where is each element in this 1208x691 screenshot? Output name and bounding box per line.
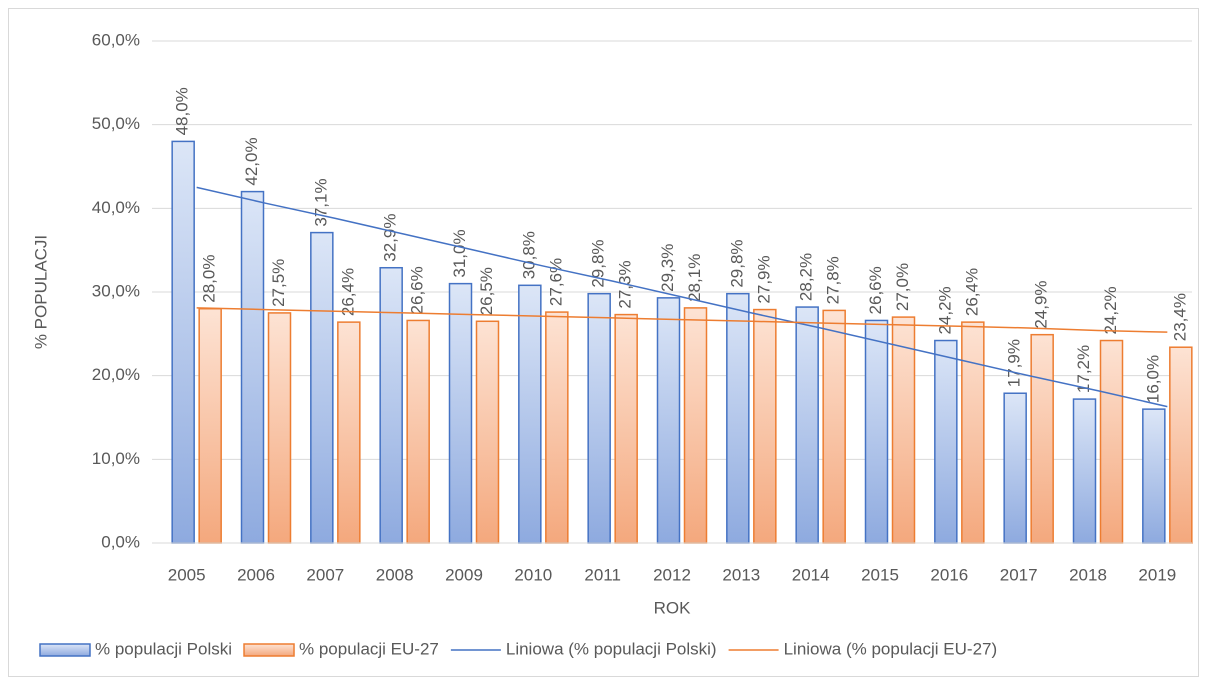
legend-swatch	[39, 643, 91, 657]
data-label: 26,6%	[866, 266, 885, 314]
bar	[795, 306, 819, 544]
x-tick-label: 2014	[792, 565, 830, 584]
data-label: 24,2%	[1101, 286, 1120, 334]
data-label: 24,2%	[935, 286, 954, 334]
bar	[545, 311, 569, 544]
y-tick-label: 10,0%	[92, 449, 140, 468]
x-tick-label: 2015	[861, 565, 899, 584]
trend-line	[196, 307, 1168, 333]
trend-line	[196, 186, 1168, 408]
bar	[240, 190, 265, 544]
bar	[448, 282, 473, 544]
bar	[726, 292, 750, 544]
x-tick-label: 2012	[653, 565, 691, 584]
x-tick-label: 2009	[445, 565, 483, 584]
data-label: 26,4%	[338, 268, 357, 316]
bar	[891, 316, 916, 544]
data-label: 29,3%	[658, 244, 677, 292]
bar	[1030, 333, 1054, 544]
x-tick-label: 2008	[376, 565, 414, 584]
legend-label: % populacji EU-27	[299, 639, 439, 658]
bar	[683, 307, 708, 544]
bar	[310, 231, 334, 544]
data-label: 27,5%	[269, 259, 288, 307]
bar	[961, 321, 985, 544]
legend-label: Liniowa (% populacji EU-27)	[784, 639, 998, 658]
x-tick-label: 2016	[930, 565, 968, 584]
y-tick-label: 20,0%	[92, 365, 140, 384]
y-axis-title: % POPULACJI	[31, 235, 50, 349]
x-tick-label: 2013	[722, 565, 760, 584]
legend-label: % populacji Polski	[95, 639, 232, 658]
bar	[406, 319, 430, 544]
data-label: 26,4%	[962, 268, 981, 316]
bar	[822, 309, 846, 544]
bar	[656, 297, 681, 544]
data-label: 17,2%	[1074, 345, 1093, 393]
x-tick-label: 2018	[1069, 565, 1107, 584]
y-tick-label: 50,0%	[92, 114, 140, 133]
y-tick-label: 40,0%	[92, 198, 140, 217]
bar	[337, 321, 361, 544]
data-label: 32,9%	[381, 214, 400, 262]
data-label: 24,9%	[1032, 280, 1051, 328]
bar	[171, 140, 195, 544]
data-label: 37,1%	[311, 178, 330, 226]
bar	[587, 292, 611, 544]
data-label: 27,6%	[546, 258, 565, 306]
bar	[267, 312, 292, 544]
x-tick-label: 2010	[514, 565, 552, 584]
data-label: 17,9%	[1005, 339, 1024, 387]
y-tick-label: 60,0%	[92, 30, 140, 49]
data-label: 16,0%	[1143, 355, 1162, 403]
y-tick-label: 0,0%	[101, 532, 140, 551]
legend-label: Liniowa (% populacji Polski)	[506, 639, 717, 658]
data-label: 26,5%	[477, 267, 496, 315]
data-label: 27,9%	[754, 255, 773, 303]
bar	[1142, 408, 1166, 544]
bar	[198, 307, 222, 544]
bar	[753, 308, 777, 544]
data-label: 23,4%	[1170, 293, 1189, 341]
bar	[614, 313, 638, 544]
x-tick-label: 2006	[237, 565, 275, 584]
x-tick-label: 2011	[584, 565, 621, 584]
bar	[864, 319, 889, 544]
bar	[1003, 392, 1027, 544]
bar	[518, 284, 542, 544]
bar	[475, 320, 500, 544]
data-label: 31,0%	[450, 229, 469, 277]
x-tick-label: 2005	[168, 565, 206, 584]
bar	[1072, 398, 1097, 544]
data-label: 30,8%	[519, 231, 538, 279]
bar	[934, 339, 958, 544]
x-tick-label: 2017	[1000, 565, 1038, 584]
data-label: 42,0%	[242, 137, 261, 185]
x-tick-label: 2007	[306, 565, 344, 584]
data-label: 28,0%	[200, 255, 219, 303]
data-label: 28,2%	[797, 253, 816, 301]
data-label: 27,8%	[824, 256, 843, 304]
x-axis-title: ROK	[654, 598, 692, 617]
data-label: 48,0%	[173, 87, 192, 135]
data-label: 29,8%	[727, 239, 746, 287]
bar	[379, 266, 403, 544]
data-label: 28,1%	[685, 254, 704, 302]
legend-swatch	[243, 643, 295, 657]
x-tick-label: 2019	[1138, 565, 1176, 584]
bar	[1169, 346, 1193, 544]
data-label: 27,0%	[893, 263, 912, 311]
bar	[1099, 339, 1124, 544]
y-tick-label: 30,0%	[92, 281, 140, 300]
data-label: 29,8%	[589, 239, 608, 287]
data-label: 26,6%	[408, 266, 427, 314]
